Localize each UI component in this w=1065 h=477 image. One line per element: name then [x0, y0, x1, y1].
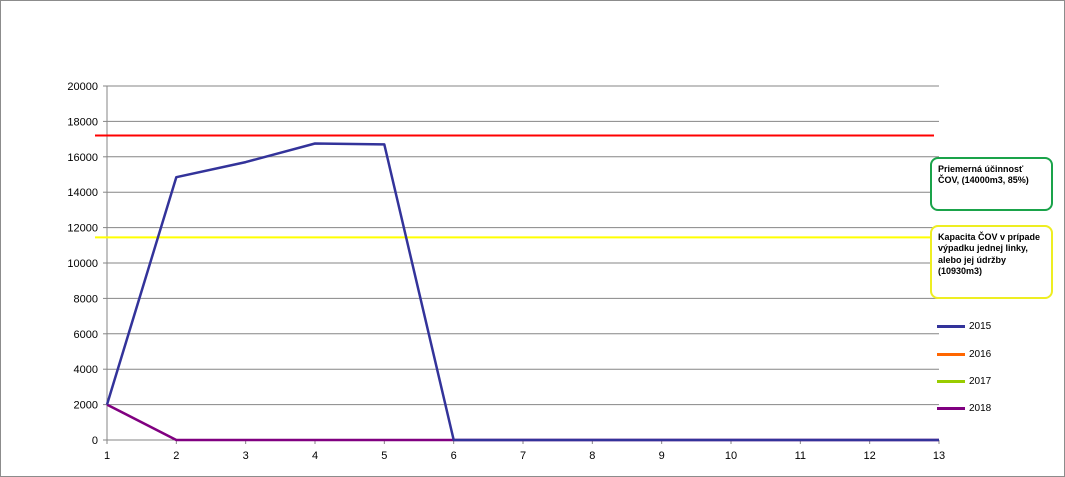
- series-line-2018: [106, 403, 939, 442]
- efficiency-annotation-text: Priemerná účinnosť ČOV, (14000m3, 85%): [938, 164, 1029, 186]
- legend-item-2018: 2018: [937, 402, 991, 414]
- capacity-annotation: Kapacita ČOV v prípade výpadku jednej li…: [930, 225, 1053, 299]
- y-tick-label: 10000: [67, 258, 98, 270]
- legend-label-2018: 2018: [969, 402, 992, 414]
- y-tick-label: 8000: [74, 293, 98, 305]
- x-tick-label: 9: [659, 450, 665, 462]
- x-tick-label: 12: [864, 450, 876, 462]
- y-tick-label: 6000: [74, 329, 98, 341]
- legend-item-2015: 2015: [937, 320, 991, 332]
- legend-label-2015: 2015: [969, 320, 992, 332]
- x-tick-label: 8: [589, 450, 595, 462]
- legend-label-2016: 2016: [969, 348, 992, 360]
- x-tick-label: 11: [795, 450, 806, 462]
- efficiency-annotation: Priemerná účinnosť ČOV, (14000m3, 85%): [930, 157, 1053, 211]
- series-line-2015: [105, 142, 939, 442]
- legend-swatch-2018: [937, 406, 965, 410]
- legend-item-2017: 2017: [937, 375, 991, 387]
- x-tick-label: 4: [312, 450, 318, 462]
- y-tick-label: 18000: [67, 116, 98, 128]
- legend-swatch-2015: [937, 324, 965, 328]
- legend-swatch-2017: [937, 379, 965, 383]
- x-tick-label: 6: [451, 450, 457, 462]
- y-tick-label: 20000: [67, 81, 98, 93]
- x-tick-label: 2: [173, 450, 179, 462]
- x-tick-label: 10: [725, 450, 737, 462]
- y-tick-label: 12000: [67, 223, 98, 235]
- legend-item-2016: 2016: [937, 348, 991, 360]
- x-tick-label: 1: [104, 450, 110, 462]
- y-tick-label: 4000: [74, 364, 98, 376]
- x-tick-label: 13: [933, 450, 945, 462]
- y-tick-label: 14000: [67, 187, 98, 199]
- y-tick-label: 16000: [67, 152, 98, 164]
- legend-swatch-2016: [937, 352, 965, 356]
- legend-label-2017: 2017: [969, 375, 992, 387]
- y-tick-label: 0: [92, 435, 98, 447]
- y-tick-label: 2000: [74, 400, 98, 412]
- x-tick-label: 7: [520, 450, 526, 462]
- x-tick-label: 5: [381, 450, 387, 462]
- capacity-annotation-text: Kapacita ČOV v prípade výpadku jednej li…: [938, 232, 1041, 276]
- x-tick-label: 3: [243, 450, 249, 462]
